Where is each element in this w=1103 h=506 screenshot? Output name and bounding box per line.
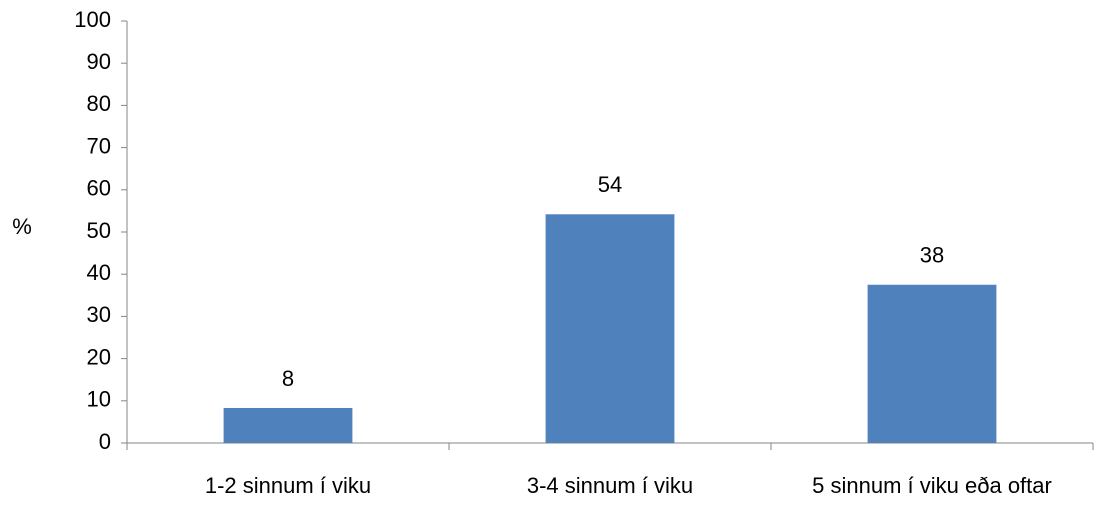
y-tick-label: 30 bbox=[87, 302, 111, 327]
x-tick-label: 3-4 sinnum í viku bbox=[527, 473, 693, 498]
x-tick-label: 1-2 sinnum í viku bbox=[205, 473, 371, 498]
bar bbox=[867, 284, 997, 443]
y-tick-label: 100 bbox=[74, 7, 111, 32]
y-tick-label: 40 bbox=[87, 260, 111, 285]
y-tick-label: 80 bbox=[87, 91, 111, 116]
y-tick-label: 10 bbox=[87, 387, 111, 412]
bar bbox=[223, 407, 353, 443]
y-tick-label: 70 bbox=[87, 133, 111, 158]
y-tick-label: 60 bbox=[87, 176, 111, 201]
bar bbox=[545, 214, 675, 443]
data-label: 38 bbox=[920, 243, 944, 268]
y-tick-label: 0 bbox=[99, 429, 111, 454]
data-label: 54 bbox=[598, 172, 622, 197]
x-tick-label: 5 sinnum í viku eða oftar bbox=[812, 473, 1052, 498]
y-tick-label: 20 bbox=[87, 344, 111, 369]
y-axis-label: % bbox=[12, 214, 32, 239]
y-tick-label: 50 bbox=[87, 218, 111, 243]
y-tick-label: 90 bbox=[87, 49, 111, 74]
data-label: 8 bbox=[282, 366, 294, 391]
